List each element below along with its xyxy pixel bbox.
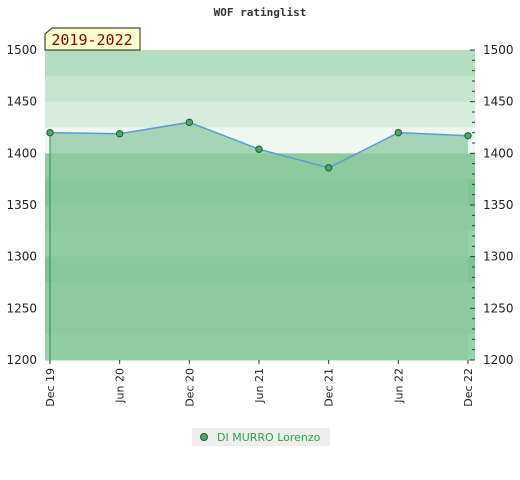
- data-point: [394, 128, 403, 137]
- y-tick-label-right: 1500: [483, 43, 514, 57]
- x-tick-label: Dec 22: [462, 368, 475, 407]
- x-axis: Dec 19 Jun 20 Dec 20 Jun 21 Dec 21 Jun 22 Dec …: [44, 360, 475, 407]
- rating-area: [49, 122, 468, 360]
- period-badge-label: 2019-2022: [51, 31, 132, 49]
- y-tick-label-right: 1400: [483, 146, 514, 160]
- y-tick-label-right: 1250: [483, 301, 514, 315]
- background-band: [45, 50, 475, 77]
- data-point: [464, 132, 472, 140]
- y-tick-label: 1300: [6, 250, 37, 264]
- rating-points: [46, 118, 472, 172]
- y-tick-label: 1500: [6, 43, 37, 57]
- background-band: [45, 101, 475, 128]
- x-tick-label: Jun 22: [392, 368, 405, 404]
- legend-label: DI MURRO Lorenzo: [217, 431, 321, 444]
- y-axis-left: 1200 1250 1300 1350 1400 1450 1500: [6, 43, 37, 367]
- chart-title: WOF ratinglist: [214, 6, 307, 19]
- y-tick-label: 1200: [6, 353, 37, 367]
- legend: DI MURRO Lorenzo: [192, 428, 330, 446]
- y-tick-label: 1250: [6, 301, 37, 315]
- legend-marker: [200, 433, 208, 441]
- y-tick-label-right: 1350: [483, 198, 514, 212]
- y-tick-label-right: 1300: [483, 250, 514, 264]
- period-badge: 2019-2022: [44, 27, 141, 51]
- y-tick-label-right: 1200: [483, 353, 514, 367]
- x-tick-label: Jun 21: [253, 368, 266, 404]
- y-tick-label: 1450: [6, 95, 37, 109]
- area-fill: [50, 122, 468, 360]
- background-band: [45, 75, 475, 103]
- data-point: [255, 145, 263, 153]
- data-point: [115, 130, 124, 138]
- x-tick-label: Jun 20: [114, 368, 127, 404]
- data-point: [46, 128, 54, 137]
- data-point: [185, 118, 194, 127]
- x-tick-label: Dec 21: [323, 368, 336, 407]
- y-tick-label: 1400: [6, 146, 37, 160]
- x-tick-label: Dec 20: [183, 368, 196, 407]
- data-point: [324, 164, 333, 172]
- x-tick-label: Dec 19: [44, 368, 57, 407]
- y-tick-label-right: 1450: [483, 95, 514, 109]
- y-axis-right: 1200 1250 1300 1350 1400 1450 1500: [470, 43, 514, 367]
- y-tick-label: 1350: [6, 198, 37, 212]
